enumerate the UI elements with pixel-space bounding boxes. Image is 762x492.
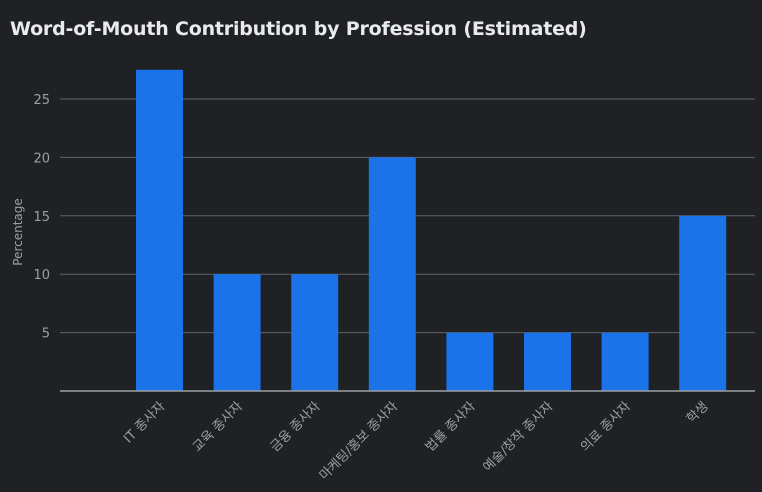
chart-title: Word-of-Mouth Contribution by Profession… (10, 18, 587, 40)
y-tick-label: 25 (33, 93, 50, 108)
y-axis-title: Percentage (11, 198, 25, 266)
x-tick-label: 마케팅/홍보 종사자 (317, 399, 401, 483)
y-tick-label: 5 (42, 327, 50, 342)
bar (291, 274, 339, 391)
y-tick-label: 10 (33, 268, 50, 283)
bar (601, 332, 649, 391)
x-tick-label: 의료 종사자 (578, 399, 634, 455)
bar (524, 332, 571, 391)
bars (136, 69, 727, 392)
bar (368, 157, 416, 391)
x-tick-label: 예술/창작 종사자 (481, 399, 557, 475)
bar (446, 332, 494, 391)
x-tick-label: 학생 (684, 399, 712, 427)
x-tick-label: 법률 종사자 (423, 399, 479, 455)
x-tick-label: IT 종사자 (121, 399, 168, 446)
bar (679, 215, 727, 391)
bar (213, 274, 261, 391)
bar (136, 69, 183, 392)
x-tick-label: 교육 종사자 (190, 399, 246, 455)
y-tick-label: 15 (33, 210, 50, 225)
x-tick-label: 금융 종사자 (268, 399, 324, 455)
y-tick-label: 20 (33, 151, 50, 166)
y-axis-ticks: 5 10 15 20 25 (33, 93, 50, 342)
